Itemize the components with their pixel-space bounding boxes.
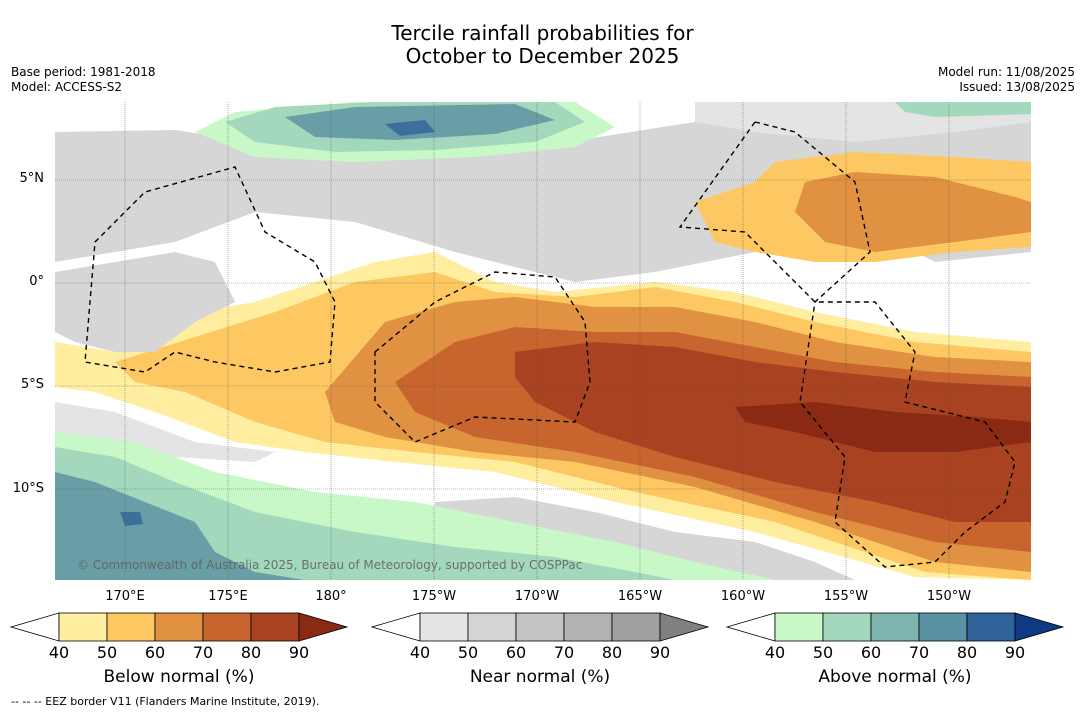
near-normal-legend-tick: 40 bbox=[409, 643, 431, 662]
above-normal-legend-title: Above normal (%) bbox=[818, 667, 972, 687]
map-svg bbox=[55, 102, 1031, 580]
below-normal-legend-swatch bbox=[58, 612, 108, 642]
below-normal-legend-arrow-right bbox=[298, 612, 349, 642]
near-normal-legend-title: Near normal (%) bbox=[469, 667, 611, 687]
eez-kiribati-gilbert bbox=[84, 166, 336, 373]
above-normal-legend-swatch bbox=[870, 612, 920, 642]
near-normal-legend-swatch bbox=[515, 612, 565, 642]
below-normal-legend-tick: 90 bbox=[288, 643, 310, 662]
below-normal-legend-tick: 80 bbox=[240, 643, 262, 662]
title-line-1: Tercile rainfall probabilities for bbox=[391, 21, 694, 45]
legend-colorbars bbox=[9, 612, 1065, 642]
above-normal-legend-tick: 90 bbox=[1004, 643, 1026, 662]
above-normal-south-core bbox=[120, 512, 143, 526]
eez-line-islands bbox=[678, 121, 1016, 568]
above-normal-legend-tick: 50 bbox=[812, 643, 834, 662]
above-normal-legend-swatch bbox=[822, 612, 872, 642]
eez-note: -- -- -- EEZ border V11 (Flanders Marine… bbox=[11, 695, 320, 708]
near-normal-legend-swatch bbox=[611, 612, 661, 642]
below-normal-core bbox=[735, 402, 1031, 452]
above-normal-legend-arrow-right bbox=[1014, 612, 1065, 642]
model-name: Model: ACCESS-S2 bbox=[11, 80, 123, 94]
above-normal-legend-swatch bbox=[774, 612, 824, 642]
above-normal-legend-swatch bbox=[918, 612, 968, 642]
lon-label-170w: 170°W bbox=[514, 589, 560, 604]
near-normal-legend-tick: 70 bbox=[553, 643, 575, 662]
lon-label-175e: 175°E bbox=[208, 589, 248, 604]
below-normal-legend-swatch bbox=[250, 612, 300, 642]
above-normal-legend-tick: 70 bbox=[908, 643, 930, 662]
graticule bbox=[55, 102, 1031, 580]
above-normal-legend-swatch bbox=[966, 612, 1016, 642]
below-normal-legend-tick: 40 bbox=[48, 643, 70, 662]
below-normal-legend-title: Below normal (%) bbox=[103, 667, 255, 687]
lon-label-170e: 170°E bbox=[105, 589, 145, 604]
lon-label-150w: 150°W bbox=[926, 589, 972, 604]
below-normal-legend-swatch bbox=[202, 612, 252, 642]
near-normal-legend-swatch bbox=[419, 612, 469, 642]
issued-date: Issued: 13/08/2025 bbox=[959, 80, 1075, 94]
lon-label-160w: 160°W bbox=[720, 589, 766, 604]
probability-map[interactable] bbox=[55, 102, 1031, 580]
lat-label-5n: 5°N bbox=[19, 171, 45, 186]
lat-label-0: 0° bbox=[29, 274, 44, 289]
legend-group bbox=[9, 612, 1065, 642]
lat-label-10s: 10°S bbox=[12, 481, 44, 496]
lon-label-180: 180° bbox=[315, 589, 347, 604]
model-run: Model run: 11/08/2025 bbox=[937, 65, 1075, 79]
meta-right: Model run: 11/08/2025 Issued: 13/08/2025 bbox=[938, 65, 1075, 95]
above-normal-legend-arrow-left bbox=[725, 612, 776, 642]
near-normal-legend-tick: 80 bbox=[601, 643, 623, 662]
above-normal-south-dark bbox=[55, 472, 305, 580]
above-normal-legend-tick: 80 bbox=[956, 643, 978, 662]
eez-tuvalu-phoenix bbox=[374, 271, 591, 443]
above-normal-north-east bbox=[895, 102, 1031, 117]
below-normal-legend-tick: 70 bbox=[192, 643, 214, 662]
below-normal-central-darker bbox=[515, 342, 1031, 522]
lon-label-165w: 165°W bbox=[617, 589, 663, 604]
near-normal-legend-tick: 60 bbox=[505, 643, 527, 662]
below-normal-legend-arrow-left bbox=[9, 612, 60, 642]
below-normal-legend-swatch bbox=[106, 612, 156, 642]
above-normal-north-core bbox=[385, 120, 435, 136]
lon-label-175w: 175°W bbox=[411, 589, 457, 604]
lat-label-5s: 5°S bbox=[20, 377, 44, 392]
above-normal-legend-tick: 60 bbox=[860, 643, 882, 662]
near-normal-legend-swatch bbox=[467, 612, 517, 642]
near-normal-legend-arrow-right bbox=[659, 612, 710, 642]
near-normal-legend-swatch bbox=[563, 612, 613, 642]
title-line-2: October to December 2025 bbox=[405, 44, 680, 68]
near-normal-legend-tick: 90 bbox=[649, 643, 671, 662]
near-normal-sw bbox=[55, 402, 275, 462]
below-normal-legend-swatch bbox=[154, 612, 204, 642]
below-normal-legend-tick: 50 bbox=[96, 643, 118, 662]
map-title: Tercile rainfall probabilities for Octob… bbox=[0, 22, 1085, 68]
above-normal-legend-tick: 40 bbox=[764, 643, 786, 662]
near-normal-west bbox=[55, 252, 235, 352]
eez-borders bbox=[84, 121, 1016, 568]
copyright-note: © Commonwealth of Australia 2025, Bureau… bbox=[77, 558, 583, 572]
below-normal-ne-mid bbox=[795, 172, 1031, 252]
below-normal-legend-tick: 60 bbox=[144, 643, 166, 662]
near-normal-legend-arrow-left bbox=[370, 612, 421, 642]
base-period: Base period: 1981-2018 bbox=[11, 65, 156, 79]
lon-label-155w: 155°W bbox=[823, 589, 869, 604]
near-normal-legend-tick: 50 bbox=[457, 643, 479, 662]
meta-left: Base period: 1981-2018 Model: ACCESS-S2 bbox=[11, 65, 156, 95]
